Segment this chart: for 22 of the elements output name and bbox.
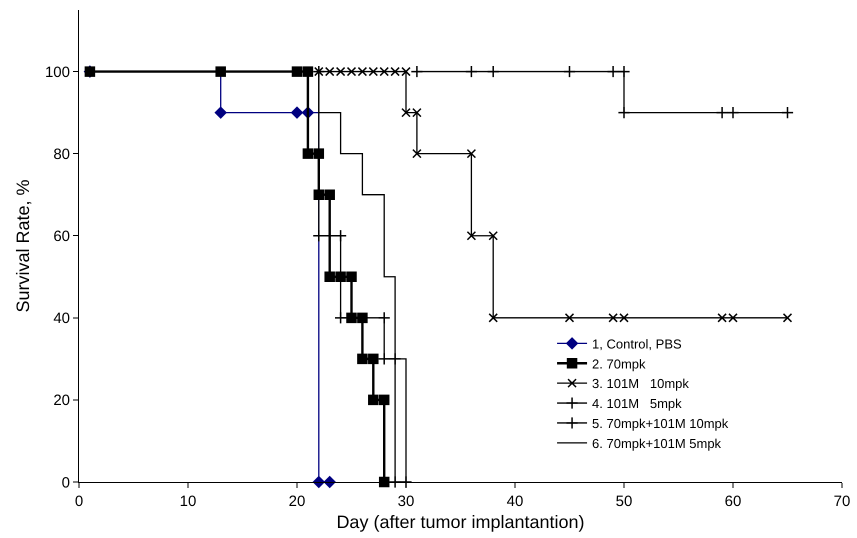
y-tick-label: 60 xyxy=(53,228,70,245)
legend-label: 2. 70mpk xyxy=(592,356,646,372)
y-tick-label: 100 xyxy=(44,64,70,81)
x-tick-label: 50 xyxy=(616,493,632,510)
x-tick-label: 0 xyxy=(74,493,84,510)
x-tick-label: 30 xyxy=(398,493,414,510)
x-tick-label: 10 xyxy=(180,493,196,510)
y-axis-title: Survival Rate, % xyxy=(13,179,34,313)
y-tick-label: 40 xyxy=(53,310,70,328)
y-tick-label: 0 xyxy=(62,474,70,492)
x-tick-label: 70 xyxy=(834,493,850,510)
legend-label: 1, Control, PBS xyxy=(592,336,682,352)
legend-label: 3. 101M 10mpk xyxy=(592,376,690,392)
legend-label: 4. 101M 5mpk xyxy=(592,396,682,412)
x-tick-label: 60 xyxy=(724,493,742,510)
legend-label: 6. 70mpk+101M 5mpk xyxy=(592,436,722,451)
x-tick-label: 20 xyxy=(288,493,306,510)
legend-label: 5. 70mpk+101M 10mpk xyxy=(592,416,729,432)
y-tick-label: 80 xyxy=(53,146,70,163)
x-tick-label: 40 xyxy=(506,493,524,510)
x-axis-title: Day (after tumor implantantion) xyxy=(336,512,585,532)
y-tick-label: 20 xyxy=(53,392,70,410)
